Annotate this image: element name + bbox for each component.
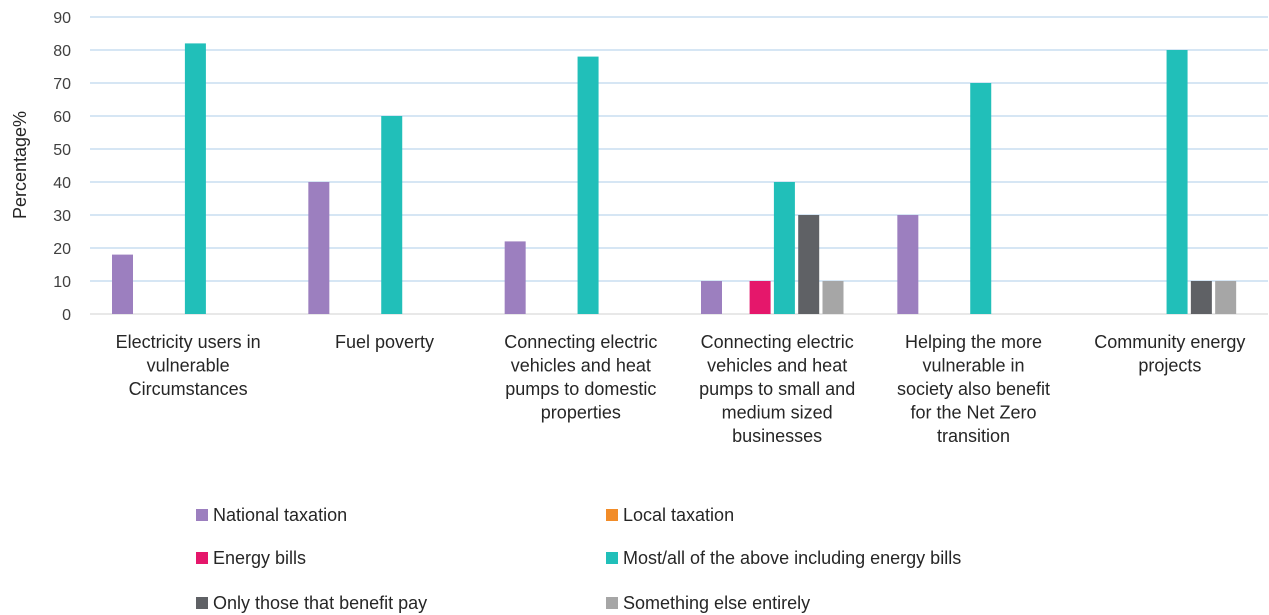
y-tick-label: 0 [62,307,71,324]
y-tick-label: 70 [53,76,71,93]
category-label: Electricity users in vulnerable Circumstan… [116,332,261,399]
bar [970,83,992,314]
y-tick-label: 50 [53,142,71,159]
bar [749,281,771,314]
legend-label: National taxation [213,505,347,525]
legend: National taxation Local taxation Energy bi… [196,505,961,613]
category-label: Helping the more vulnerable in society als… [897,332,1050,446]
legend-swatch [606,509,618,521]
bar [308,182,330,314]
legend-label: Most/all of the above including energy b… [623,548,961,568]
bar [381,116,403,314]
legend-swatch [196,597,208,609]
legend-swatch [606,552,618,564]
legend-label: Local taxation [623,505,734,525]
bar [112,254,133,314]
legend-swatch [196,552,208,564]
y-tick-label: 90 [53,10,71,27]
y-tick-label: 30 [53,208,71,225]
bar [897,215,919,314]
y-tick-label: 60 [53,109,71,126]
bar [798,215,820,314]
category-label: Connecting electric vehicles and heat pump… [699,332,855,446]
y-tick-label: 80 [53,43,71,60]
y-tick-label: 40 [53,175,71,192]
bars [112,43,1237,315]
category-label: Fuel poverty [335,332,434,352]
bar [822,281,844,314]
bar [1215,281,1237,314]
legend-label: Something else entirely [623,593,810,613]
category-label: Community energy projects [1094,332,1245,376]
bar [504,241,526,314]
y-tick-label: 10 [53,274,71,291]
bar [1166,50,1188,314]
y-axis-ticks: 0 10 20 30 40 50 60 70 80 90 [53,10,71,324]
legend-swatch [606,597,618,609]
y-tick-label: 20 [53,241,71,258]
bar [577,56,599,314]
legend-label: Only those that benefit pay [213,593,427,613]
y-axis-title: Percentage% [10,111,30,219]
gridlines [90,16,1268,315]
legend-label: Energy bills [213,548,306,568]
category-labels: Electricity users in vulnerable Circumstan… [116,332,1246,446]
legend-swatch [196,509,208,521]
bar [773,182,795,314]
category-label: Connecting electric vehicles and heat pump… [504,332,657,423]
bar [1190,281,1212,314]
bar [184,43,206,315]
bar [701,281,722,314]
